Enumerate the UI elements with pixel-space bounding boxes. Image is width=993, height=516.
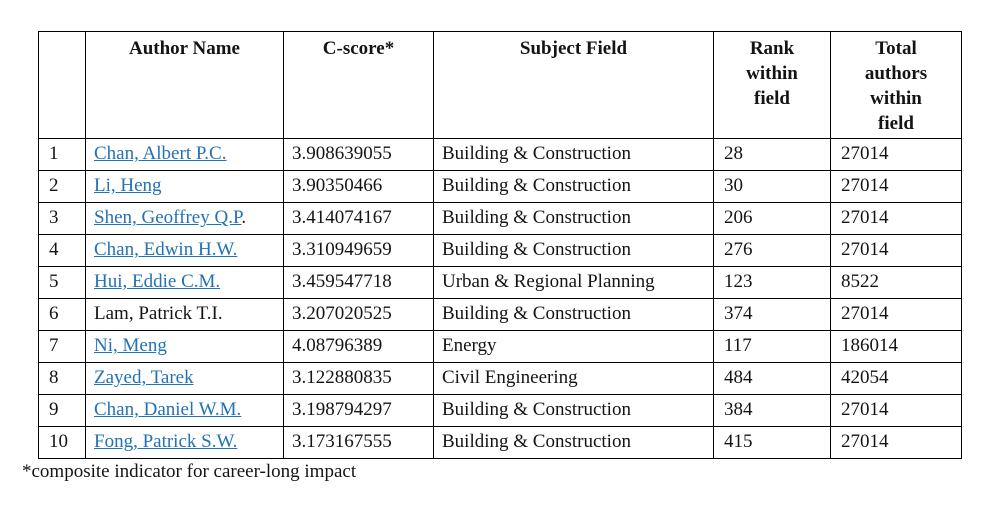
subject-field-cell: Building & Construction (433, 426, 714, 460)
c-score-cell: 3.173167555 (283, 426, 434, 460)
c-score-cell: 3.310949659 (283, 234, 434, 268)
footnote: *composite indicator for career-long imp… (22, 461, 357, 482)
table-row: 8 Zayed, Tarek 3.122880835 Civil Enginee… (38, 362, 962, 396)
row-number-cell: 7 (38, 330, 86, 364)
author-name-suffix: . (241, 207, 247, 229)
c-score-cell: 3.207020525 (283, 298, 434, 332)
author-link[interactable]: Fong, Patrick S.W. (94, 431, 238, 453)
total-authors-cell: 27014 (830, 202, 962, 236)
author-link[interactable]: Zayed, Tarek (94, 367, 194, 389)
col-header-total-authors: Total authors within field (830, 30, 962, 140)
subject-field-cell: Building & Construction (433, 170, 714, 204)
col-header-c-score: C-score* (283, 30, 434, 140)
authors-ranking-table: Author Name C-score* Subject Field Rank … (38, 30, 962, 460)
rank-cell: 123 (713, 266, 831, 300)
c-score-cell: 3.122880835 (283, 362, 434, 396)
author-cell: Chan, Albert P.C. (85, 138, 284, 172)
author-cell: Shen, Geoffrey Q.P. (85, 202, 284, 236)
rank-cell: 384 (713, 394, 831, 428)
row-number-cell: 9 (38, 394, 86, 428)
total-authors-cell: 27014 (830, 394, 962, 428)
subject-field-cell: Building & Construction (433, 234, 714, 268)
subject-field-cell: Building & Construction (433, 138, 714, 172)
subject-field-cell: Civil Engineering (433, 362, 714, 396)
subject-field-cell: Urban & Regional Planning (433, 266, 714, 300)
table-row: 1 Chan, Albert P.C. 3.908639055 Building… (38, 138, 962, 172)
col-header-author-name: Author Name (85, 30, 284, 140)
author-link[interactable]: Shen, Geoffrey Q.P (94, 207, 242, 229)
total-authors-cell: 27014 (830, 298, 962, 332)
table-row: 6 Lam, Patrick T.I. 3.207020525 Building… (38, 298, 962, 332)
col-header-rank-within-field: Rank within field (713, 30, 831, 140)
total-authors-cell: 8522 (830, 266, 962, 300)
table-row: 9 Chan, Daniel W.M. 3.198794297 Building… (38, 394, 962, 428)
author-cell: Hui, Eddie C.M. (85, 266, 284, 300)
rank-cell: 30 (713, 170, 831, 204)
row-number-cell: 5 (38, 266, 86, 300)
author-name-text: Lam, Patrick T.I. (94, 303, 223, 325)
author-link[interactable]: Chan, Edwin H.W. (94, 239, 238, 261)
c-score-cell: 3.198794297 (283, 394, 434, 428)
subject-field-cell: Building & Construction (433, 298, 714, 332)
col-header-index (38, 30, 86, 140)
total-authors-cell: 27014 (830, 426, 962, 460)
table-row: 3 Shen, Geoffrey Q.P. 3.414074167 Buildi… (38, 202, 962, 236)
author-link[interactable]: Li, Heng (94, 175, 162, 197)
author-cell: Fong, Patrick S.W. (85, 426, 284, 460)
row-number-cell: 3 (38, 202, 86, 236)
c-score-cell: 3.459547718 (283, 266, 434, 300)
row-number-cell: 4 (38, 234, 86, 268)
author-link[interactable]: Chan, Daniel W.M. (94, 399, 242, 421)
row-number-cell: 2 (38, 170, 86, 204)
table-row: 10 Fong, Patrick S.W. 3.173167555 Buildi… (38, 426, 962, 460)
total-authors-cell: 186014 (830, 330, 962, 364)
rank-cell: 276 (713, 234, 831, 268)
table-row: 2 Li, Heng 3.90350466 Building & Constru… (38, 170, 962, 204)
rank-cell: 374 (713, 298, 831, 332)
author-cell: Chan, Daniel W.M. (85, 394, 284, 428)
col-header-subject-field: Subject Field (433, 30, 714, 140)
author-cell: Li, Heng (85, 170, 284, 204)
author-cell: Chan, Edwin H.W. (85, 234, 284, 268)
author-link[interactable]: Hui, Eddie C.M. (94, 271, 221, 293)
c-score-cell: 3.908639055 (283, 138, 434, 172)
row-number-cell: 1 (38, 138, 86, 172)
rank-cell: 415 (713, 426, 831, 460)
author-link[interactable]: Ni, Meng (94, 335, 167, 357)
subject-field-cell: Energy (433, 330, 714, 364)
subject-field-cell: Building & Construction (433, 394, 714, 428)
total-authors-cell: 27014 (830, 170, 962, 204)
total-authors-cell: 27014 (830, 138, 962, 172)
rank-cell: 117 (713, 330, 831, 364)
author-cell: Ni, Meng (85, 330, 284, 364)
c-score-cell: 4.08796389 (283, 330, 434, 364)
rank-cell: 206 (713, 202, 831, 236)
row-number-cell: 8 (38, 362, 86, 396)
c-score-cell: 3.414074167 (283, 202, 434, 236)
total-authors-cell: 42054 (830, 362, 962, 396)
rank-cell: 484 (713, 362, 831, 396)
subject-field-cell: Building & Construction (433, 202, 714, 236)
row-number-cell: 10 (38, 426, 86, 460)
author-link[interactable]: Chan, Albert P.C. (94, 143, 227, 165)
rank-cell: 28 (713, 138, 831, 172)
author-cell: Lam, Patrick T.I. (85, 298, 284, 332)
author-cell: Zayed, Tarek (85, 362, 284, 396)
total-authors-cell: 27014 (830, 234, 962, 268)
c-score-cell: 3.90350466 (283, 170, 434, 204)
row-number-cell: 6 (38, 298, 86, 332)
table-row: 5 Hui, Eddie C.M. 3.459547718 Urban & Re… (38, 266, 962, 300)
table-row: 7 Ni, Meng 4.08796389 Energy 117 186014 (38, 330, 962, 364)
header-row: Author Name C-score* Subject Field Rank … (38, 30, 962, 140)
table-row: 4 Chan, Edwin H.W. 3.310949659 Building … (38, 234, 962, 268)
